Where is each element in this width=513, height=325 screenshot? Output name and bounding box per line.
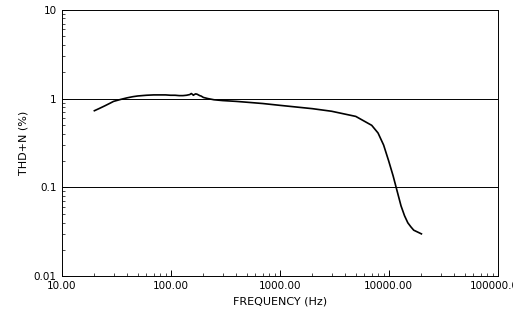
X-axis label: FREQUENCY (Hz): FREQUENCY (Hz)	[232, 297, 327, 307]
Y-axis label: THD+N (%): THD+N (%)	[18, 111, 28, 175]
